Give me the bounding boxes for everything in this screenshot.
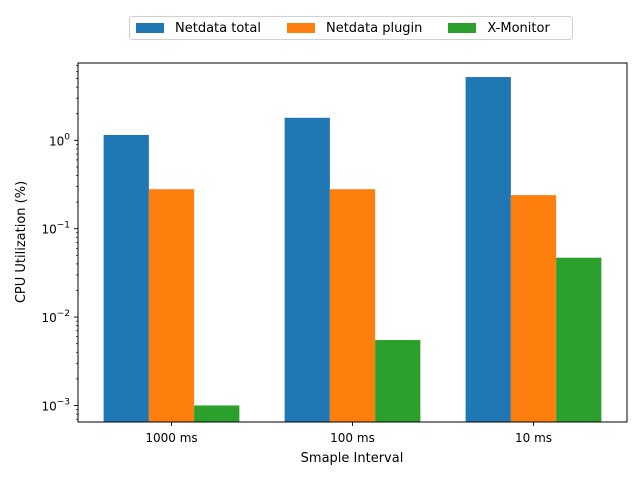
y-axis-label: CPU Utilization (%) <box>14 181 29 303</box>
bar-netdata-total-1 <box>284 117 330 423</box>
legend-item-netdata-plugin: Netdata plugin <box>286 20 423 36</box>
legend: Netdata total Netdata plugin X-Monitor <box>129 16 573 40</box>
y-tick-label: 10−1 <box>41 221 70 237</box>
bar-x-monitor-2 <box>556 257 602 422</box>
bar-netdata-total-2 <box>465 77 511 423</box>
y-axis-ticks: 10−3 10−2 10−1 100 <box>41 65 78 420</box>
x-axis-label: Smaple Interval <box>301 451 404 466</box>
bar-netdata-plugin-1 <box>329 189 376 422</box>
x-tick-label: 100 ms <box>330 431 375 445</box>
legend-item-netdata-total: Netdata total <box>136 21 261 36</box>
legend-item-x-monitor: X-Monitor <box>448 20 550 36</box>
x-tick-label: 1000 ms <box>145 431 197 445</box>
bar-x-monitor-0 <box>194 405 240 422</box>
bar-netdata-plugin-2 <box>510 195 557 422</box>
legend-label-netdata-plugin: Netdata plugin <box>325 20 423 36</box>
legend-label-x-monitor: X-Monitor <box>487 20 550 36</box>
bar-netdata-plugin-0 <box>148 189 195 422</box>
bar-x-monitor-1 <box>375 340 421 422</box>
plot-frame <box>77 62 628 423</box>
legend-label-netdata-total: Netdata total <box>175 20 261 36</box>
x-axis-ticks: 1000 ms 100 ms 10 ms <box>145 422 552 445</box>
y-tick-label: 10−2 <box>41 309 70 325</box>
bars-group <box>103 77 602 423</box>
y-tick-label: 100 <box>49 132 70 148</box>
legend-swatch-x-monitor <box>448 23 477 33</box>
bar-netdata-total-0 <box>103 134 149 423</box>
legend-swatch-netdata-total <box>136 23 164 33</box>
legend-swatch-netdata-plugin <box>286 23 315 33</box>
y-tick-label: 10−3 <box>41 397 70 413</box>
x-tick-label: 10 ms <box>515 431 552 445</box>
